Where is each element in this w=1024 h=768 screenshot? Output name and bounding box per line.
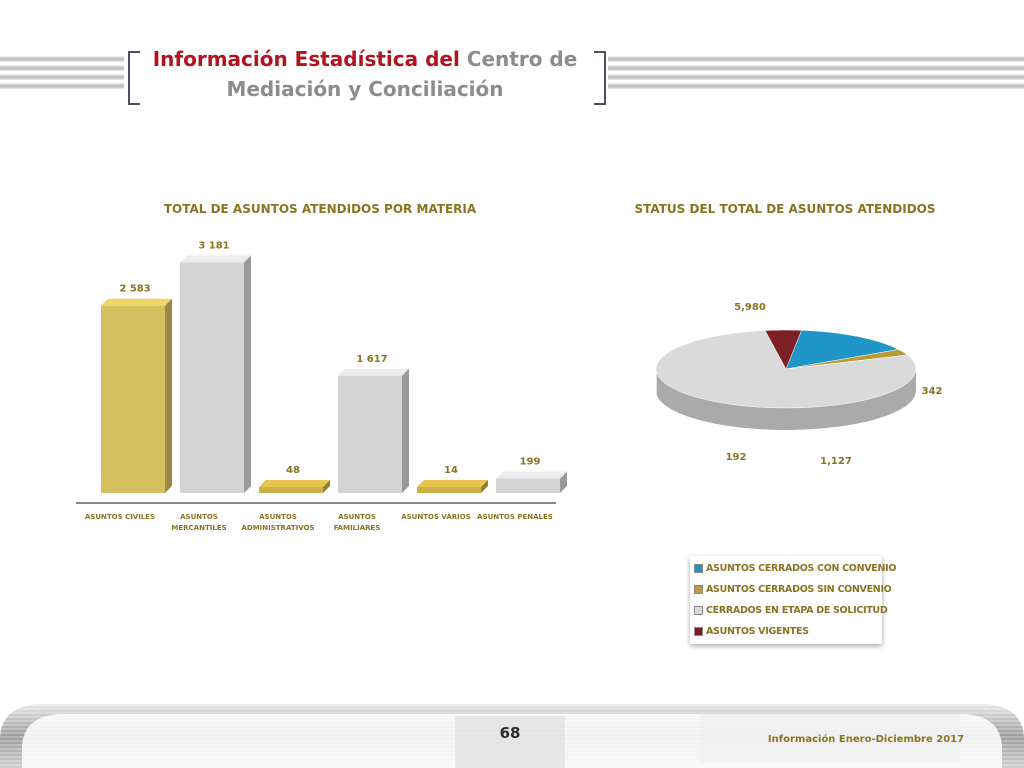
bar-chart: 2 583 ASUNTOS CIVILES 3 181 ASUNTOS MERCANTI…	[76, 240, 567, 532]
bar	[496, 471, 567, 493]
header-stripes-right	[608, 56, 1024, 98]
legend-swatch	[694, 564, 703, 573]
bar-value-label: 3 181	[198, 240, 229, 251]
title-bracket-left	[128, 51, 140, 105]
bar	[417, 480, 488, 493]
pie-value-label: 1,127	[820, 456, 852, 467]
page-title-red: Información Estadística del	[152, 47, 460, 71]
pie-value-label: 342	[922, 386, 943, 397]
legend-label: ASUNTOS CERRADOS SIN CONVENIO	[706, 584, 892, 595]
legend-swatch	[694, 627, 703, 636]
bar-category-label: ADMINISTRATIVOS	[241, 524, 314, 532]
bar-category-label: ASUNTOS VARIOS	[401, 513, 471, 521]
bar-category-label: ASUNTOS	[338, 513, 376, 521]
legend-label: ASUNTOS VIGENTES	[706, 626, 809, 637]
bar-category-label: MERCANTILES	[171, 524, 226, 532]
bar	[259, 480, 330, 493]
pie-chart-title: STATUS DEL TOTAL DE ASUNTOS ATENDIDOS	[634, 202, 936, 216]
page-title: Información Estadística del Centro de Me…	[140, 44, 590, 104]
bar-chart-title: TOTAL DE ASUNTOS ATENDIDOS POR MATERIA	[163, 202, 477, 216]
title-bracket-right	[594, 51, 606, 105]
legend-item: CERRADOS EN ETAPA DE SOLICITUD	[690, 600, 888, 621]
bar-category-label: ASUNTOS PENALES	[477, 513, 553, 521]
bar	[180, 255, 251, 493]
bar-value-label: 2 583	[119, 284, 150, 295]
footer-note: Información Enero-Diciembre 2017	[767, 734, 965, 745]
pie-legend: ASUNTOS CERRADOS CON CONVENIO ASUNTOS CE…	[690, 556, 896, 644]
header-stripes-left	[0, 56, 124, 98]
bar-category-label: ASUNTOS	[180, 513, 218, 521]
bar	[101, 298, 172, 493]
bar-value-label: 1 617	[356, 354, 387, 365]
pie-slice	[785, 330, 900, 370]
legend-label: ASUNTOS CERRADOS CON CONVENIO	[706, 563, 897, 574]
bar-category-label: ASUNTOS	[259, 513, 297, 521]
pie-value-label: 5,980	[734, 302, 766, 313]
legend-item: ASUNTOS VIGENTES	[690, 621, 882, 642]
pie-slice	[764, 329, 802, 370]
bar-value-label: 48	[286, 465, 300, 476]
bar-value-label: 199	[520, 457, 541, 468]
bar-category-label: ASUNTOS CIVILES	[85, 513, 155, 521]
legend-item: ASUNTOS CERRADOS CON CONVENIO	[690, 558, 896, 579]
bar	[338, 368, 409, 493]
pie-chart: 1,127 192 5,980 342	[655, 302, 943, 467]
footer-band	[0, 704, 1024, 768]
pie-slice-side	[656, 369, 916, 430]
legend-swatch	[694, 585, 703, 594]
legend-label: CERRADOS EN ETAPA DE SOLICITUD	[706, 605, 888, 616]
pie-value-label: 192	[726, 452, 747, 463]
bar-value-label: 14	[444, 465, 458, 476]
legend-swatch	[694, 606, 703, 615]
bar-category-label: FAMILIARES	[334, 524, 381, 532]
page-number: 68	[499, 724, 521, 742]
legend-item: ASUNTOS CERRADOS SIN CONVENIO	[690, 579, 892, 600]
page-title-gray: Centro de Mediación y Conciliación	[226, 47, 578, 101]
